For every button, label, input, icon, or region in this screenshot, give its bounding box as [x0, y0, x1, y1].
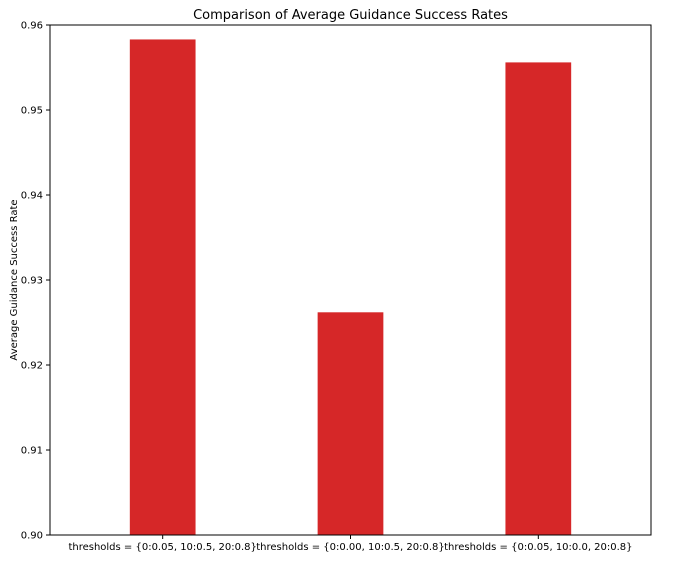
x-tick-label: thresholds = {0:0.05, 10:0.0, 20:0.8} — [444, 542, 632, 553]
y-tick-label: 0.90 — [21, 531, 43, 542]
y-tick-label: 0.94 — [21, 191, 43, 202]
bar-2 — [317, 312, 384, 535]
y-axis-label: Average Guidance Success Rate — [9, 199, 20, 360]
y-tick-label: 0.95 — [21, 106, 43, 117]
y-tick-label: 0.91 — [21, 446, 43, 457]
bars-layer — [129, 39, 572, 536]
x-axis-ticks: thresholds = {0:0.05, 10:0.5, 20:0.8} thr… — [68, 535, 633, 553]
y-tick-label: 0.96 — [21, 21, 43, 32]
x-tick-label: thresholds = {0:0.00, 10:0.5, 20:0.8} — [256, 542, 444, 553]
y-axis-ticks: 0.90 0.91 0.92 0.93 0.94 0.95 0.96 — [21, 21, 50, 542]
bar-3 — [505, 62, 572, 536]
bar-1 — [129, 39, 196, 535]
y-tick-label: 0.93 — [21, 276, 43, 287]
x-tick-label: thresholds = {0:0.05, 10:0.5, 20:0.8} — [68, 542, 256, 553]
plot-frame — [49, 24, 652, 536]
y-tick-label: 0.92 — [21, 361, 43, 372]
chart-title: Comparison of Average Guidance Success R… — [193, 8, 508, 23]
